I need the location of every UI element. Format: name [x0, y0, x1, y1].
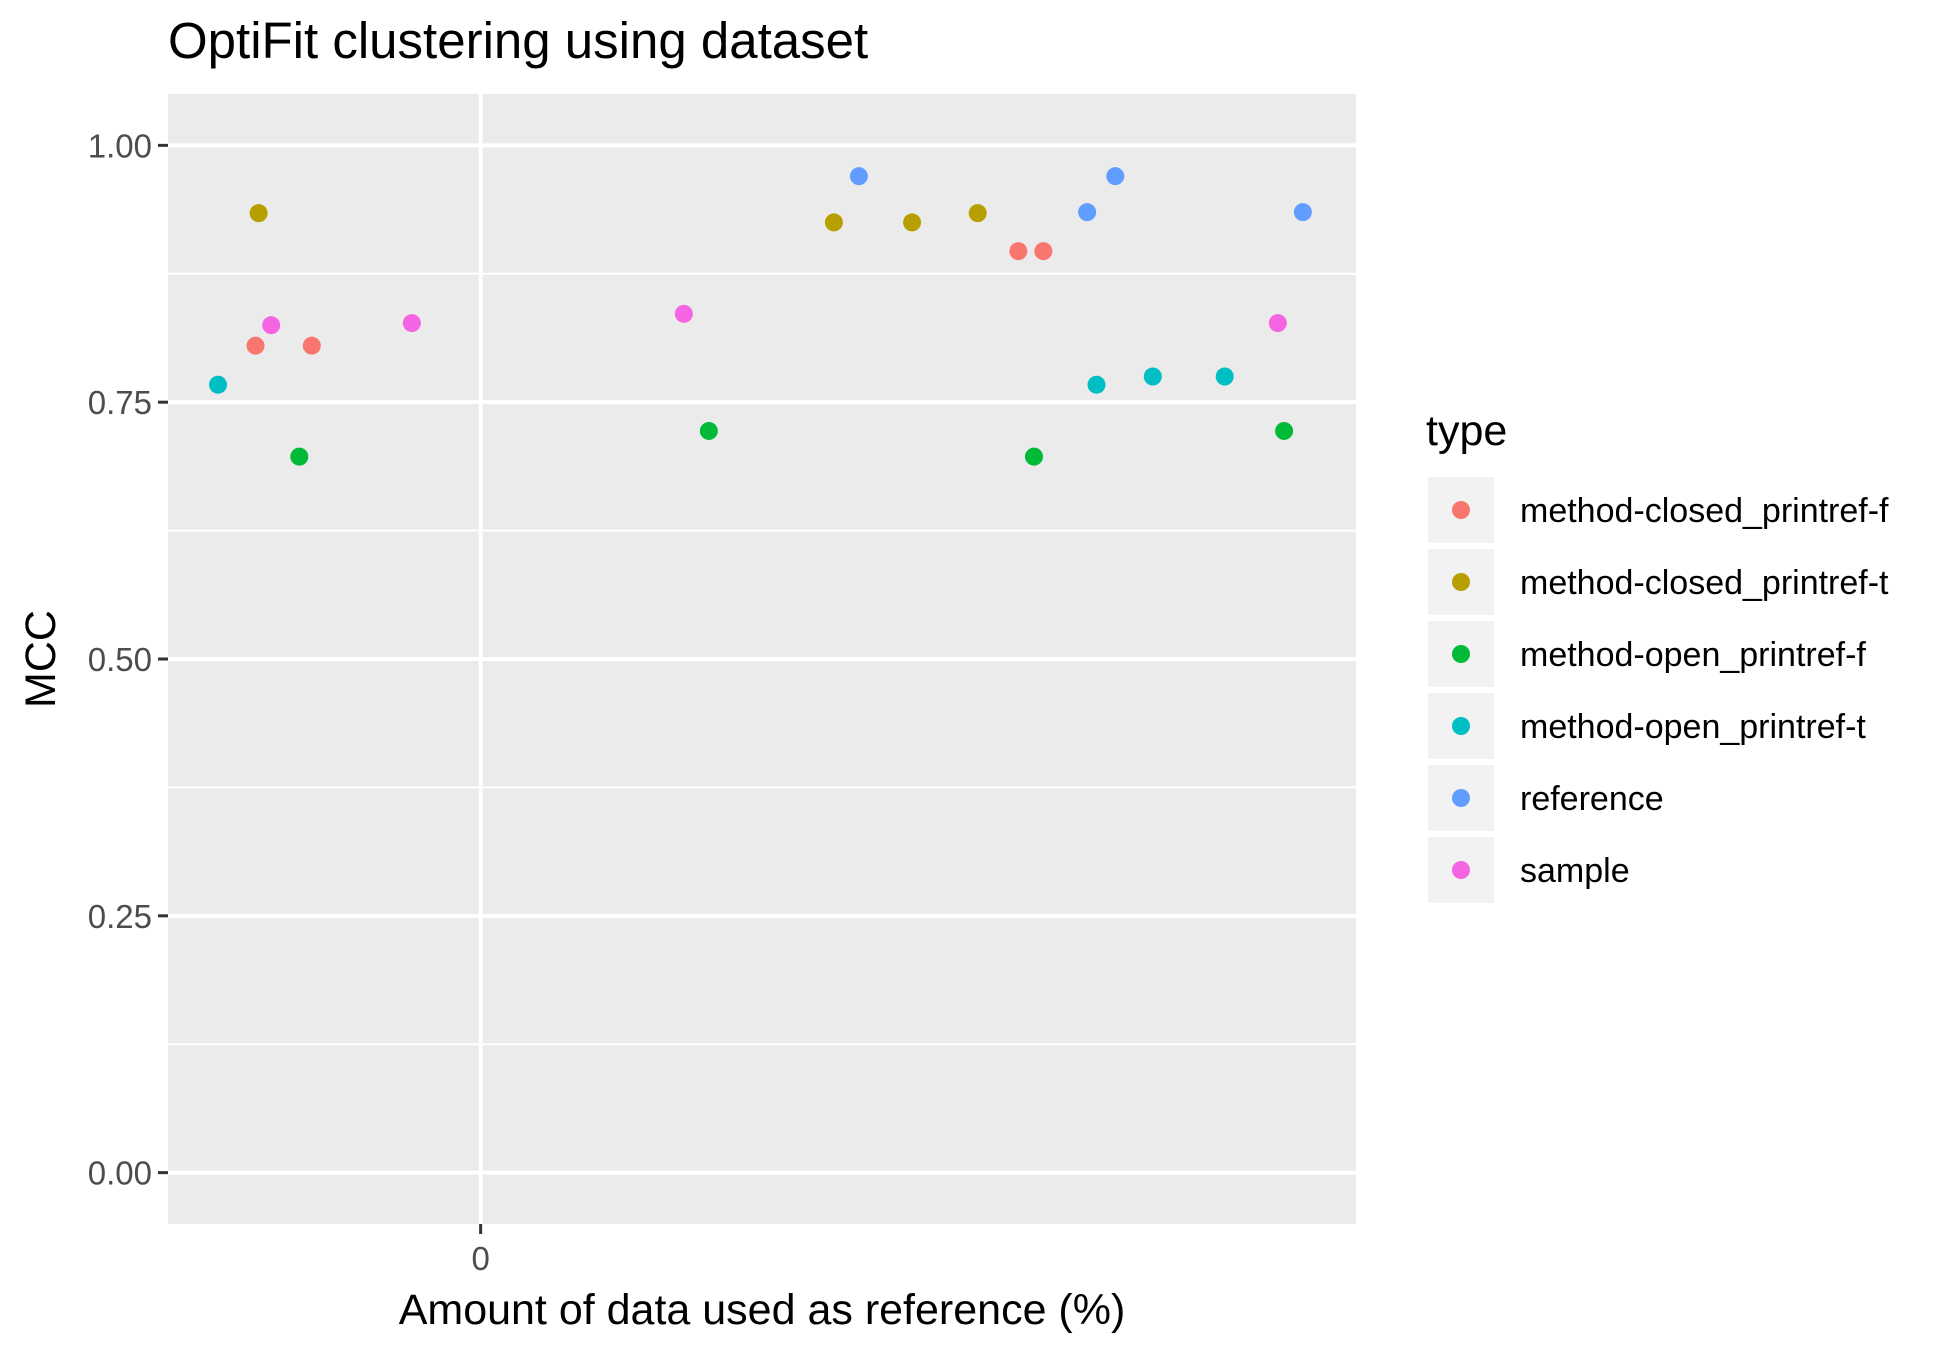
data-point-method-open_printref-f	[290, 447, 309, 466]
x-tick-label: 0	[471, 1240, 489, 1277]
y-axis: 0.00 0.25 0.50 0.75 1.00	[88, 127, 168, 1192]
legend-marker	[1452, 645, 1470, 663]
data-point-method-closed_printref-f	[1009, 242, 1028, 261]
legend-item-sample: sample	[1428, 837, 1630, 903]
x-axis-title: Amount of data used as reference (%)	[399, 1286, 1126, 1334]
legend-marker	[1452, 501, 1470, 519]
data-point-sample	[262, 316, 281, 335]
data-point-sample	[674, 304, 693, 323]
data-point-method-closed_printref-t	[903, 213, 922, 232]
legend-label: method-closed_printref-t	[1520, 564, 1889, 602]
legend-marker	[1452, 789, 1470, 807]
data-point-method-closed_printref-f	[246, 336, 265, 355]
data-point-method-closed_printref-t	[824, 213, 843, 232]
data-point-reference	[849, 167, 868, 186]
legend-title: type	[1426, 407, 1507, 455]
data-point-method-closed_printref-f	[302, 336, 321, 355]
y-tick-label: 0.75	[88, 384, 152, 421]
data-point-method-open_printref-t	[1143, 367, 1162, 386]
y-tick-label: 0.25	[88, 898, 152, 935]
legend-marker	[1452, 717, 1470, 735]
legend-item-method-open_printref-t: method-open_printref-t	[1428, 693, 1866, 759]
y-axis-title: MCC	[17, 610, 65, 708]
data-point-method-open_printref-f	[1275, 421, 1294, 440]
y-tick-label: 0.00	[88, 1155, 152, 1192]
data-points	[209, 167, 1312, 466]
y-tick-label: 0.50	[88, 641, 152, 678]
legend-label: reference	[1520, 780, 1664, 818]
data-point-method-closed_printref-t	[249, 204, 268, 223]
legend-marker	[1452, 573, 1470, 591]
legend-item-method-closed_printref-t: method-closed_printref-t	[1428, 549, 1889, 615]
minor-gridlines	[168, 272, 1356, 1046]
data-point-method-open_printref-f	[699, 421, 718, 440]
legend-item-reference: reference	[1428, 765, 1664, 831]
legend-label: method-closed_printref-f	[1520, 492, 1889, 530]
data-point-reference	[1106, 167, 1125, 186]
data-point-method-open_printref-t	[209, 375, 228, 394]
legend: type method-closed_printref-f method-clos…	[1426, 407, 1889, 903]
legend-item-method-open_printref-f: method-open_printref-f	[1428, 621, 1866, 687]
data-point-method-closed_printref-t	[968, 204, 987, 223]
data-point-method-open_printref-f	[1024, 447, 1043, 466]
legend-label: method-open_printref-f	[1520, 636, 1866, 674]
data-point-method-open_printref-t	[1215, 367, 1234, 386]
legend-label: method-open_printref-t	[1520, 708, 1866, 746]
data-point-reference	[1293, 203, 1312, 222]
data-point-method-closed_printref-f	[1034, 242, 1053, 261]
plot-panel	[168, 94, 1356, 1224]
y-tick-label: 1.00	[88, 127, 152, 164]
legend-marker	[1452, 861, 1470, 879]
data-point-sample	[402, 314, 421, 333]
chart-title: OptiFit clustering using dataset	[168, 12, 868, 69]
x-axis: 0	[471, 1224, 490, 1277]
data-point-sample	[1268, 314, 1287, 333]
data-point-method-open_printref-t	[1087, 375, 1106, 394]
data-point-reference	[1078, 203, 1097, 222]
major-gridlines	[168, 94, 1356, 1224]
legend-item-method-closed_printref-f: method-closed_printref-f	[1428, 477, 1889, 543]
legend-label: sample	[1520, 852, 1630, 890]
